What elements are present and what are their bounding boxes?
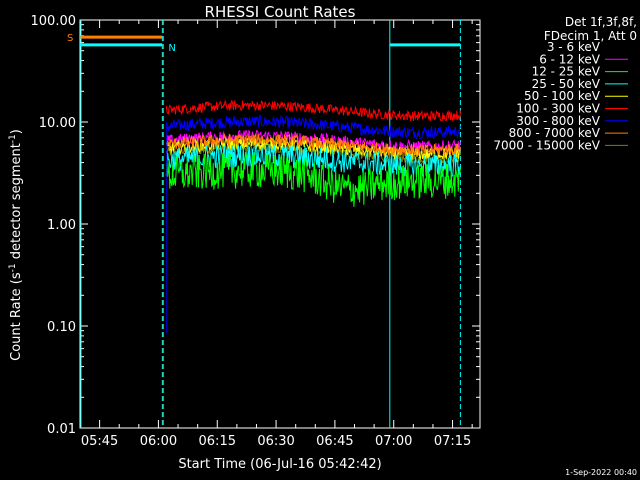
x-axis-label: Start Time (06-Jul-16 05:42:42) bbox=[178, 457, 381, 472]
y-tick-label: 1.00 bbox=[47, 218, 76, 233]
y-tick-label: 10.00 bbox=[39, 116, 76, 131]
legend-entry-label: 300 - 800 keV bbox=[516, 114, 600, 128]
y-tick-label: 100.00 bbox=[31, 14, 77, 29]
x-tick-label: 07:00 bbox=[375, 434, 412, 449]
legend-header-1: Det 1f,3f,8f, bbox=[565, 15, 637, 29]
n-marker-label: N bbox=[168, 43, 175, 54]
x-tick-label: 06:15 bbox=[199, 434, 236, 449]
x-tick-label: 07:15 bbox=[434, 434, 471, 449]
y-tick-label: 0.10 bbox=[47, 320, 76, 335]
legend-entry-label: 800 - 7000 keV bbox=[509, 126, 601, 140]
legend-entry-label: 100 - 300 keV bbox=[516, 102, 600, 116]
x-tick-label: 06:30 bbox=[257, 434, 294, 449]
series-trace bbox=[165, 152, 461, 207]
series-trace bbox=[165, 114, 461, 140]
legend-entry-label: 7000 - 15000 keV bbox=[493, 138, 600, 152]
legend-entry-label: 3 - 6 keV bbox=[547, 40, 601, 54]
chart-title: RHESSI Count Rates bbox=[205, 3, 356, 21]
plot-area: 0.01 0.10 1.00 10.00 100.00 05:45 06:00 06:15 06… bbox=[31, 14, 481, 449]
legend-entry-label: 50 - 100 keV bbox=[524, 89, 601, 103]
plot-frame bbox=[79, 19, 481, 429]
series-trace bbox=[165, 129, 461, 154]
legend-entry-label: 25 - 50 keV bbox=[532, 77, 601, 91]
x-tick-label: 06:00 bbox=[140, 434, 177, 449]
x-tick-label: 06:45 bbox=[316, 434, 353, 449]
timestamp: 1-Sep-2022 00:40 bbox=[565, 468, 637, 477]
series-trace bbox=[165, 133, 461, 157]
legend-entry-label: 12 - 25 keV bbox=[532, 65, 601, 79]
s-marker-label: S bbox=[67, 33, 73, 44]
series-trace bbox=[165, 99, 461, 122]
legend-header-2: FDecim 1, Att 0 bbox=[544, 29, 637, 43]
series-trace bbox=[165, 143, 461, 179]
x-tick-label: 05:45 bbox=[81, 434, 118, 449]
legend-entry-label: 6 - 12 keV bbox=[539, 52, 601, 66]
y-axis-label: Count Rate (s-1 detector segment-1) bbox=[8, 129, 24, 361]
y-tick-label: 0.01 bbox=[47, 422, 76, 437]
